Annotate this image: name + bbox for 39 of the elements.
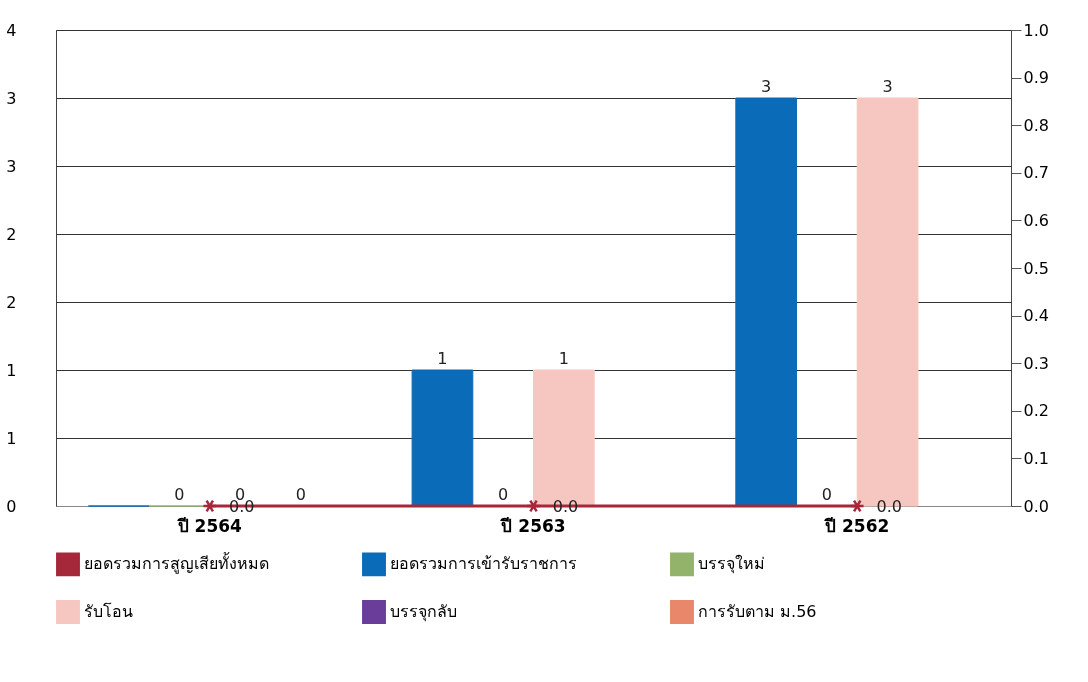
x-tick-label: ปี 2562 (824, 515, 890, 536)
y-tick-label: 4 (6, 20, 17, 40)
bar (411, 369, 474, 507)
y-tick-label: 3 (6, 88, 17, 108)
y2-tick-label: 0.1 (1023, 448, 1049, 468)
y2-tick-label: 0.4 (1023, 306, 1049, 326)
data-label: 1 (558, 349, 569, 368)
data-label: 3 (761, 77, 772, 96)
y2-tick-label: 0.0 (1023, 496, 1049, 516)
x-tick-label: ปี 2564 (176, 515, 243, 536)
y-tick-label: 3 (6, 156, 17, 176)
legend-label: บรรจุกลับ (390, 602, 457, 622)
y2-tick-label: 0.7 (1023, 163, 1049, 183)
y2-tick-label: 0.9 (1023, 68, 1049, 88)
legend-label: รับโอน (84, 602, 133, 621)
y2-tick-label: 0.6 (1023, 210, 1049, 230)
y2-tick-label: 0.8 (1023, 115, 1049, 135)
data-label: 1 (437, 349, 448, 368)
legend-label: ยอดรวมการสูญเสียทั้งหมด (84, 552, 269, 575)
y-tick-label: 1 (6, 360, 17, 380)
y2-tick-label: 0.2 (1023, 401, 1049, 421)
legend-label: ยอดรวมการเข้ารับราชการ (390, 554, 577, 574)
legend-label: การรับตาม ม.56 (698, 602, 817, 621)
y-tick-label: 2 (6, 292, 17, 312)
y2-tick-label: 0.3 (1023, 353, 1049, 373)
y-tick-label: 1 (6, 428, 17, 448)
data-label: 0 (821, 485, 832, 504)
y2-tick-label: 0.5 (1023, 258, 1049, 278)
y-tick-label: 2 (6, 224, 17, 244)
data-label: 3 (882, 77, 893, 96)
data-label: 0.0 (876, 497, 902, 516)
data-label: 0 (174, 485, 185, 504)
y2-tick-label: 1.0 (1023, 20, 1049, 40)
bar (735, 97, 798, 507)
x-tick-label: ปี 2563 (500, 515, 566, 536)
y-tick-label: 0 (6, 496, 17, 516)
data-label: 0 (295, 485, 306, 504)
data-label: 0 (498, 485, 509, 504)
legend-label: บรรจุใหม่ (698, 554, 765, 575)
